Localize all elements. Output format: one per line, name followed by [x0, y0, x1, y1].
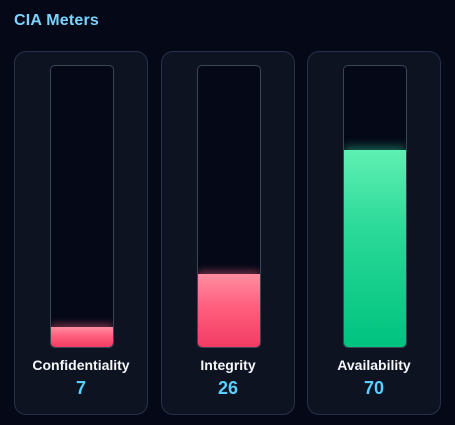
meters-row: Confidentiality 7 Integrity 26 Availabil… [14, 51, 442, 416]
meter-card-confidentiality: Confidentiality 7 [14, 51, 148, 415]
meter-track-integrity [197, 65, 261, 348]
meter-fill-integrity [198, 273, 260, 347]
meter-track-availability [343, 65, 407, 348]
meter-value-integrity: 26 [217, 378, 239, 398]
meter-fill-confidentiality [51, 327, 113, 347]
meter-label-confidentiality: Confidentiality [32, 357, 130, 373]
meter-value-confidentiality: 7 [75, 378, 86, 398]
meter-value-availability: 70 [363, 378, 385, 398]
meter-card-integrity: Integrity 26 [161, 51, 295, 415]
panel-title: CIA Meters [14, 12, 99, 29]
meter-label-integrity: Integrity [200, 357, 256, 373]
meter-label-availability: Availability [337, 357, 411, 373]
meter-track-confidentiality [50, 65, 114, 348]
meter-card-availability: Availability 70 [307, 51, 441, 415]
meter-fill-availability [344, 150, 406, 347]
